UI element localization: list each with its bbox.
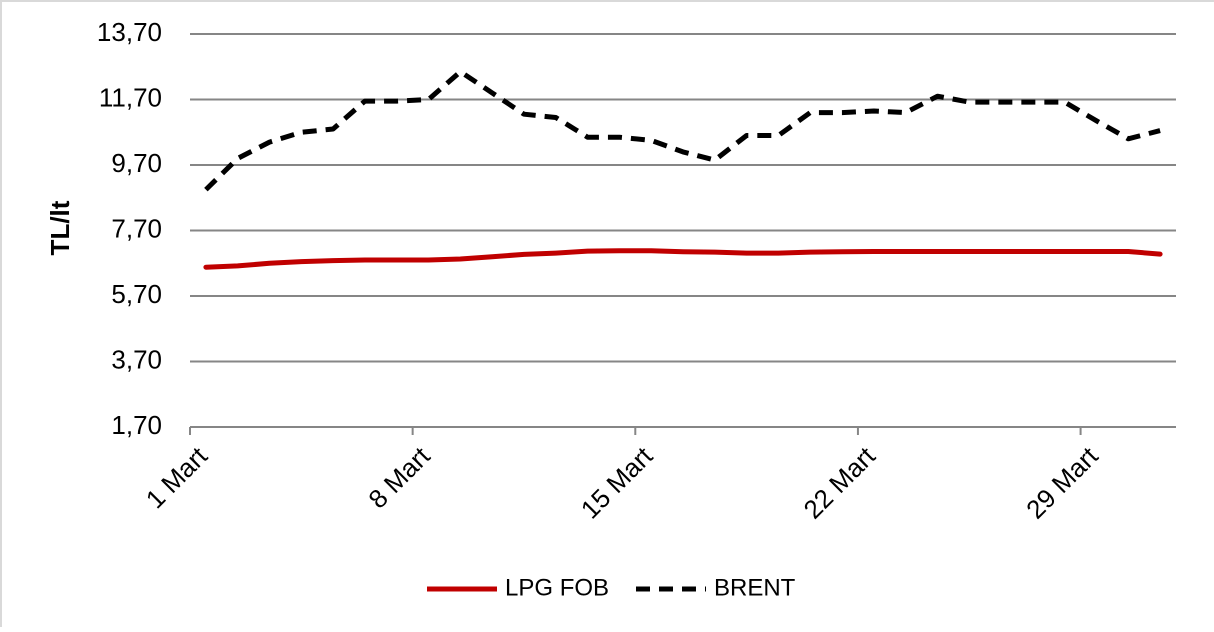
x-tick-label: 1 Mart [140, 440, 214, 514]
series-line [204, 69, 1161, 192]
x-tick-label: 22 Mart [797, 440, 881, 524]
y-axis-title: TL/lt [45, 200, 75, 255]
gridlines [190, 33, 1176, 363]
y-tick-label: 7,70 [111, 213, 162, 243]
y-tick-labels: 1,70 3,70 5,70 7,70 9,70 11,70 13,70 [97, 17, 162, 440]
legend-label: BRENT [714, 574, 796, 601]
legend-label: LPG FOB [505, 574, 609, 601]
x-tick-label: 8 Mart [362, 440, 436, 514]
y-tick-label: 3,70 [111, 344, 162, 374]
legend: LPG FOB BRENT [427, 574, 796, 601]
y-tick-label: 1,70 [111, 410, 162, 440]
y-tick-label: 9,70 [111, 148, 162, 178]
series-line [203, 248, 1163, 270]
series-lines [203, 69, 1163, 270]
x-tick-label: 29 Mart [1020, 440, 1104, 524]
axes [189, 426, 1176, 435]
x-tick-labels: 1 Mart 8 Mart 15 Mart 22 Mart 29 Mart [140, 440, 1104, 524]
y-tick-label: 13,70 [97, 17, 162, 47]
y-tick-label: 5,70 [111, 279, 162, 309]
y-tick-label: 11,70 [99, 82, 162, 112]
x-tick-label: 15 Mart [575, 440, 659, 524]
